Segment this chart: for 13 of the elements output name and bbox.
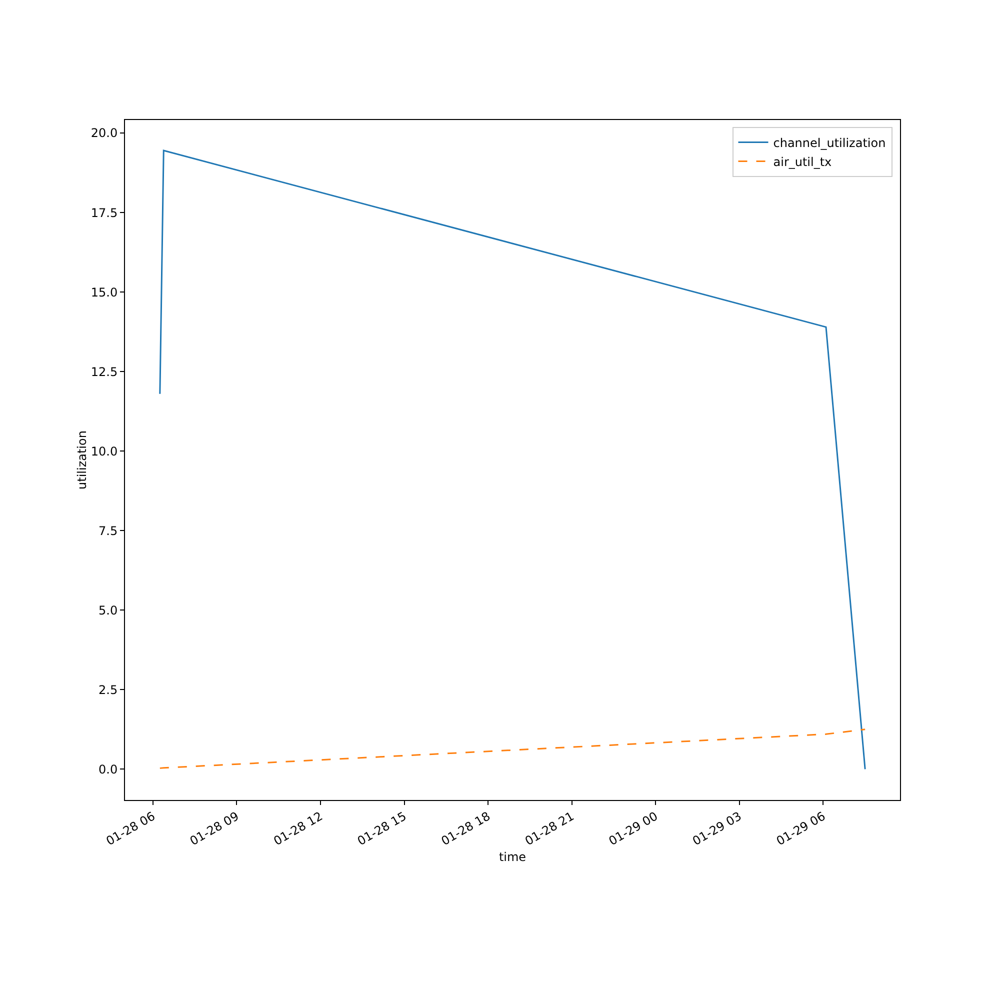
- y-tick-label: 5.0: [98, 603, 118, 618]
- y-axis-title: utilization: [74, 430, 89, 490]
- y-tick-label: 12.5: [90, 364, 118, 379]
- legend-label: air_util_tx: [773, 154, 832, 169]
- y-tick-label: 10.0: [90, 444, 118, 458]
- y-tick-label: 2.5: [98, 682, 118, 697]
- x-axis-title: time: [498, 850, 526, 864]
- legend-label: channel_utilization: [773, 136, 886, 150]
- y-tick-label: 20.0: [90, 126, 118, 140]
- y-tick-label: 0.0: [98, 762, 118, 776]
- y-tick-label: 15.0: [90, 285, 118, 300]
- y-tick-label: 7.5: [98, 524, 118, 538]
- y-tick-label: 17.5: [90, 206, 118, 220]
